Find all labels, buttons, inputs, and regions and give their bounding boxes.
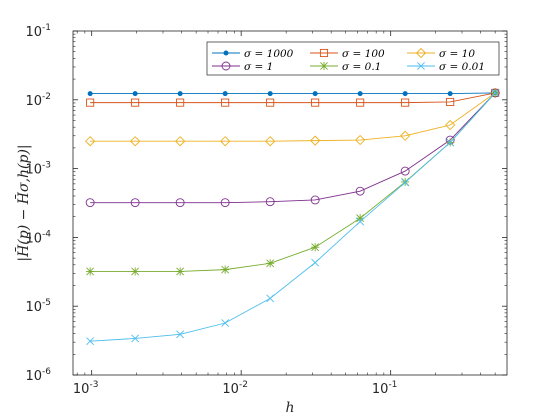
series-2-point: [86, 98, 95, 107]
series-3-point: [355, 134, 366, 146]
series-4-point: [220, 198, 230, 208]
series-3-point: [175, 136, 186, 147]
series-4-line: [90, 92, 496, 204]
series-6-point: [311, 258, 320, 267]
x-axis-label: h: [285, 400, 294, 416]
series-3-point: [220, 136, 231, 147]
series-5-point: [221, 265, 230, 274]
y-tick-label: 10-3: [25, 161, 51, 178]
series-2-point: [311, 98, 320, 107]
series-2-line: [90, 92, 496, 104]
series-3-point: [490, 87, 501, 99]
series-1-point: [177, 91, 183, 97]
y-tick-label: 10-6: [25, 367, 51, 384]
series-6: [86, 88, 500, 346]
series-5-point: [86, 267, 95, 276]
series-1-point: [132, 91, 138, 97]
legend-swatch-marker: [415, 47, 427, 59]
x-tick-label: 10-2: [222, 380, 248, 397]
legend-entry: σ = 0.01: [407, 61, 485, 73]
series-5-point: [176, 267, 185, 276]
series-4-point: [85, 198, 95, 208]
legend-label: σ = 0.1: [342, 61, 381, 73]
tick-layer: 10-3 10-2 10-1 10-6 10-5 10-4 10-3 10-2 10-1: [25, 23, 507, 397]
series-1-point: [447, 91, 453, 97]
series-6-line: [90, 92, 496, 342]
series-1-point: [267, 91, 273, 97]
y-tick-label: 10-1: [25, 23, 51, 40]
series-3-point: [400, 130, 411, 141]
legend-swatch-marker: [319, 48, 329, 58]
series-2-point: [446, 97, 455, 107]
series-2-point: [131, 98, 140, 107]
legend-entry: σ = 1: [212, 61, 273, 73]
series-5-point: [356, 214, 365, 223]
x-tick-label: 10-3: [73, 380, 99, 397]
series-2-point: [356, 98, 365, 107]
series-2-point: [401, 98, 410, 107]
legend-entry: σ = 100: [310, 48, 385, 60]
series-6-point: [221, 319, 230, 327]
series-3-point: [85, 136, 96, 147]
y-tick-label: 10-4: [25, 229, 51, 246]
series-2-point: [176, 98, 185, 107]
legend-swatch-marker: [417, 62, 425, 70]
series-1-point: [312, 91, 318, 97]
legend-swatch-marker: [221, 61, 231, 71]
series-4-point: [400, 166, 410, 176]
series-2-point: [266, 98, 275, 107]
y-axis-label: |H̄(p) − H̄σ,h(p)|: [14, 144, 32, 261]
series-4-point: [130, 198, 140, 208]
y-tick-label: 10-2: [25, 92, 51, 109]
series-4-point: [355, 186, 365, 196]
series-6-point: [401, 178, 410, 187]
series-layer: [85, 87, 501, 346]
series-3-point: [265, 136, 276, 147]
series-6-point: [86, 337, 95, 346]
series-3-point: [445, 119, 456, 131]
legend-entry: σ = 0.1: [310, 61, 381, 73]
y-tick-label: 10-5: [25, 298, 51, 315]
series-6-point: [131, 334, 140, 343]
legend-label: σ = 1: [244, 61, 273, 73]
series-2: [86, 88, 500, 107]
series-3-line: [90, 92, 496, 142]
legend-entry: σ = 10: [407, 47, 475, 60]
series-4-point: [310, 195, 320, 205]
series-1-point: [87, 91, 93, 97]
series-6-point: [266, 294, 275, 303]
series-1-point: [222, 91, 228, 97]
series-5-point: [131, 267, 140, 276]
series-1: [87, 90, 498, 97]
x-tick-label: 10-1: [372, 380, 398, 397]
legend-entry: σ = 1000: [212, 48, 294, 60]
plot-frame: [72, 30, 508, 376]
series-3-point: [130, 136, 141, 147]
series-3: [85, 87, 501, 147]
series-1-point: [402, 91, 408, 97]
legend-label: σ = 1000: [244, 48, 294, 60]
legend-label: σ = 10: [439, 48, 475, 60]
legend-swatch-marker: [319, 61, 329, 71]
legend: σ = 1000 σ = 100 σ = 10 σ = 1 σ = 0.1 σ = 0.0…: [206, 41, 500, 76]
series-4-point: [265, 197, 275, 207]
series-1-line: [90, 92, 496, 95]
legend-box: [206, 41, 500, 76]
series-6-point: [491, 88, 500, 97]
series-5-point: [266, 259, 275, 268]
legend-label: σ = 100: [342, 48, 385, 60]
series-4-point: [175, 198, 185, 208]
series-1-point: [357, 91, 363, 97]
series-6-point: [176, 330, 185, 339]
series-2-point: [221, 98, 230, 107]
series-6-point: [446, 138, 455, 147]
legend-swatch-marker: [223, 50, 229, 56]
series-3-point: [310, 135, 321, 146]
legend-label: σ = 0.01: [439, 61, 485, 73]
series-5-point: [311, 243, 320, 252]
series-6-point: [356, 217, 365, 226]
